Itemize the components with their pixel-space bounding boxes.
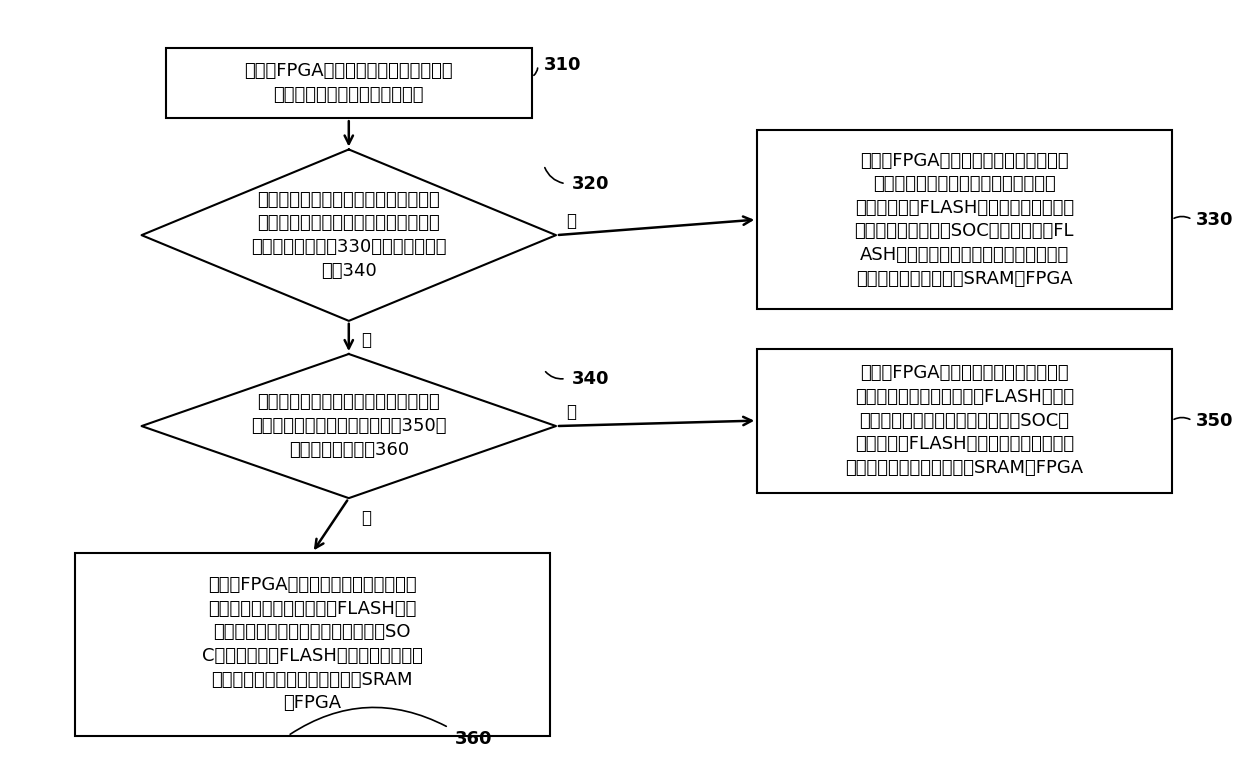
Text: 判断指令解析结果是否为无指令信息或
者掩星探测与反射探测全功能启动指令
，若是。执行步骤330，若不是，执行
步骤340: 判断指令解析结果是否为无指令信息或 者掩星探测与反射探测全功能启动指令 ，若是。…	[250, 191, 446, 279]
Polygon shape	[141, 149, 556, 321]
Bar	[74, 553, 549, 736]
Text: 350: 350	[1195, 411, 1234, 429]
Bar	[758, 349, 1172, 493]
Text: 330: 330	[1195, 210, 1234, 228]
Text: 反熔丝FPGA在检测到上电启动指令时，
获取地上遥测指令进行指令解析: 反熔丝FPGA在检测到上电启动指令时， 获取地上遥测指令进行指令解析	[244, 63, 453, 104]
Text: 是: 是	[565, 403, 575, 421]
Text: 判断指令解析结果是否为单一掩星探测
功能启动指令，若是。执行步骤350，
若不是，执行步骤360: 判断指令解析结果是否为单一掩星探测 功能启动指令，若是。执行步骤350， 若不是…	[250, 393, 446, 459]
Text: 反熔丝FPGA确定指令解析结果为单一掩
星探测功能启动指令，则从FLASH存储器
中获取标准功能的位流文件加载至SOC处
理器，并从FLASH存储器中获取单一掩: 反熔丝FPGA确定指令解析结果为单一掩 星探测功能启动指令，则从FLASH存储器…	[846, 364, 1084, 477]
Bar	[166, 48, 532, 118]
Text: 340: 340	[572, 370, 609, 388]
Polygon shape	[141, 354, 556, 498]
Text: 320: 320	[572, 174, 609, 192]
Text: 否: 否	[361, 508, 371, 526]
Text: 360: 360	[455, 730, 492, 748]
Text: 反熔丝FPGA确定指令解析结果为无指令
信息或者掩星探测与反射探测全功能启
动指令，则从FLASH存储器中获取标准功
能的位流文件加载至SOC处理器，并从FL
: 反熔丝FPGA确定指令解析结果为无指令 信息或者掩星探测与反射探测全功能启 动指…	[854, 152, 1074, 288]
Text: 否: 否	[361, 332, 371, 350]
Text: 是: 是	[565, 212, 575, 230]
Text: 反熔丝FPGA确定指令解析结果为单一反
射探测功能启动指令，则从FLASH存储
器中获取标准功能的位流文件加载至SO
C处理器，并从FLASH存储器中获取单一
: 反熔丝FPGA确定指令解析结果为单一反 射探测功能启动指令，则从FLASH存储 …	[202, 576, 423, 712]
Text: 310: 310	[544, 56, 582, 74]
Bar	[758, 130, 1172, 309]
